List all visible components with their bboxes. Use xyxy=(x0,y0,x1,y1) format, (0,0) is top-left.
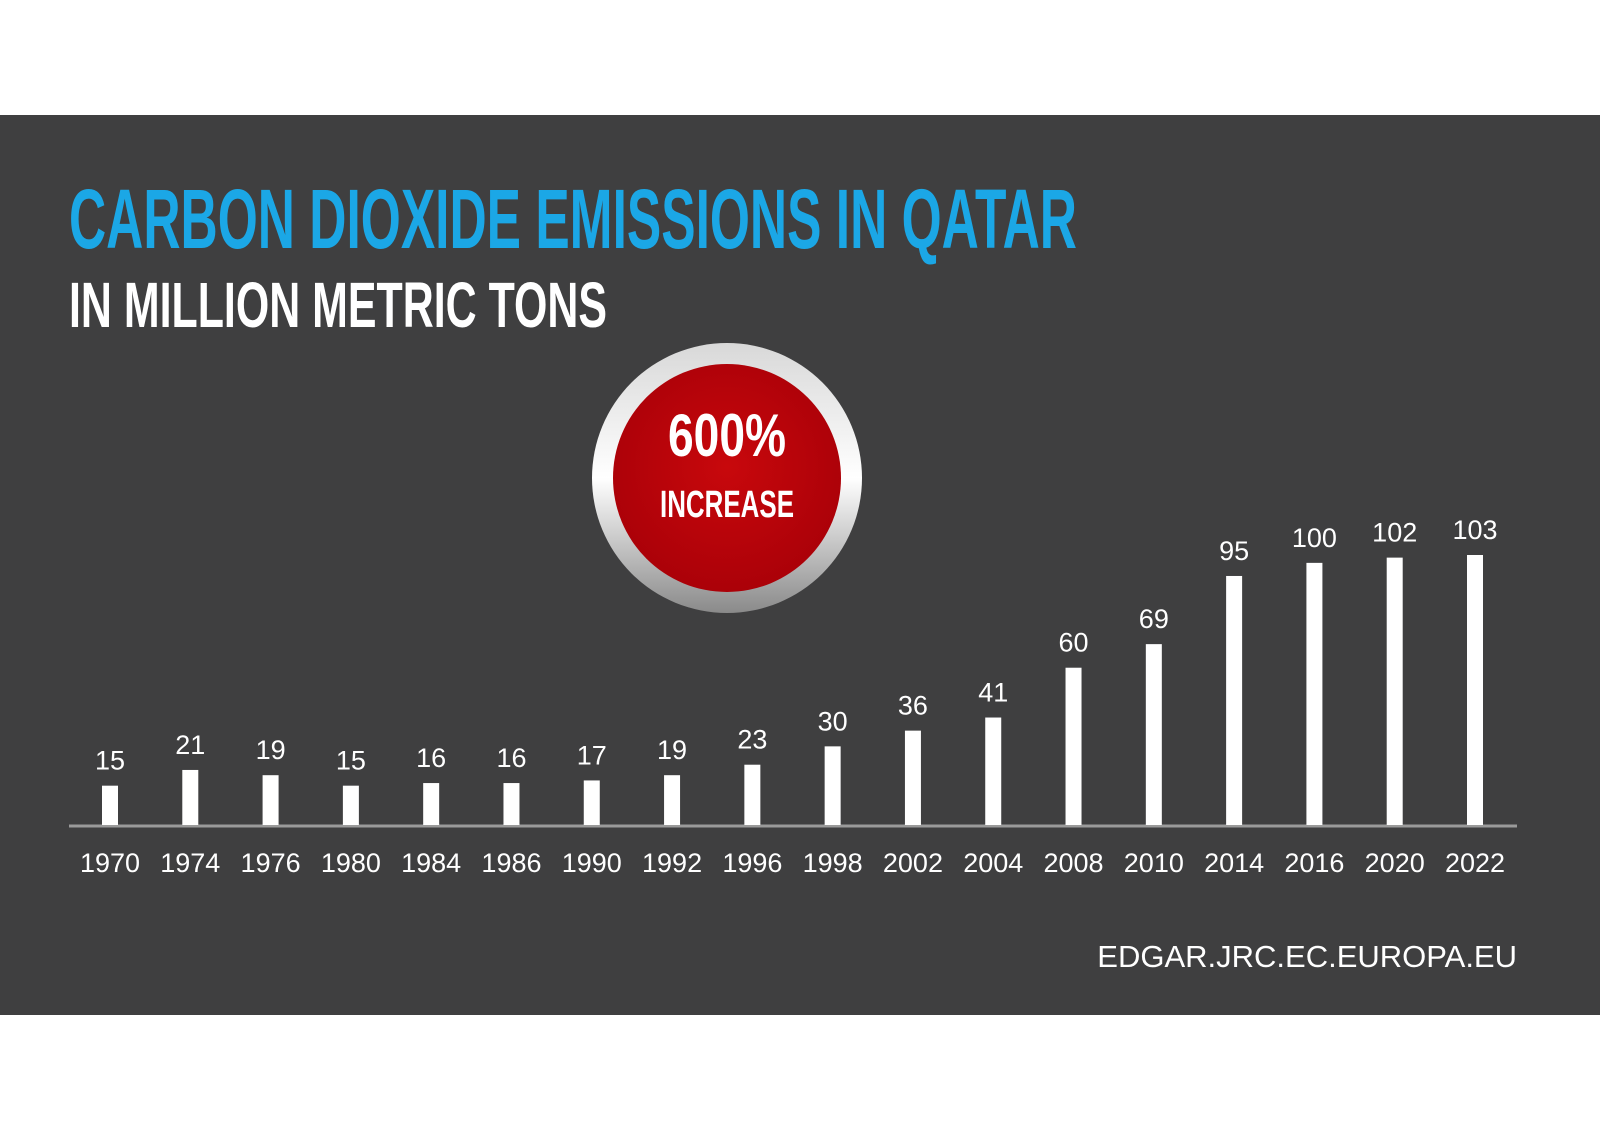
value-label: 17 xyxy=(577,740,607,770)
x-tick-label: 1980 xyxy=(321,848,381,878)
bar xyxy=(182,769,199,825)
bar xyxy=(1226,575,1243,825)
value-label: 69 xyxy=(1139,604,1169,634)
value-label: 16 xyxy=(416,743,446,773)
bar xyxy=(664,775,681,825)
value-label: 60 xyxy=(1059,628,1089,658)
value-label: 16 xyxy=(496,743,526,773)
bar xyxy=(262,775,279,825)
x-tick-label: 2010 xyxy=(1124,848,1184,878)
bar xyxy=(1386,557,1403,825)
bar xyxy=(583,780,600,825)
value-label: 103 xyxy=(1452,515,1497,545)
bar xyxy=(744,764,761,825)
x-tick-label: 2014 xyxy=(1204,848,1264,878)
bar xyxy=(1306,562,1323,825)
value-label: 100 xyxy=(1292,523,1337,553)
x-tick-label: 1986 xyxy=(481,848,541,878)
value-label: 23 xyxy=(737,725,767,755)
badge-label: INCREASE xyxy=(660,484,794,526)
bar xyxy=(102,785,118,825)
x-tick-label: 2016 xyxy=(1284,848,1344,878)
bar xyxy=(904,730,921,825)
value-label: 36 xyxy=(898,691,928,721)
bar xyxy=(423,783,440,825)
x-tick-label: 1996 xyxy=(722,848,782,878)
source: EDGAR.JRC.EC.EUROPA.EU xyxy=(1097,939,1517,974)
x-tick-label: 1974 xyxy=(160,848,220,878)
value-label: 30 xyxy=(818,706,848,736)
x-tick-label: 2022 xyxy=(1445,848,1505,878)
x-tick-label: 1998 xyxy=(803,848,863,878)
x-tick-label: 2008 xyxy=(1043,848,1103,878)
chart-title: CARBON DIOXIDE EMISSIONS IN QATAR xyxy=(69,172,1077,266)
value-label: 21 xyxy=(175,730,205,760)
x-tick-label: 1970 xyxy=(80,848,140,878)
badge-value: 600% xyxy=(668,402,786,469)
x-tick-label: 2002 xyxy=(883,848,943,878)
x-tick-label: 2004 xyxy=(963,848,1023,878)
bar xyxy=(1065,667,1082,825)
x-tick-label: 2020 xyxy=(1365,848,1425,878)
x-tick-label: 1990 xyxy=(562,848,622,878)
value-label: 95 xyxy=(1219,536,1249,566)
bar xyxy=(985,717,1002,825)
x-tick-label: 1984 xyxy=(401,848,461,878)
value-label: 19 xyxy=(256,735,286,765)
bar xyxy=(503,783,520,825)
bar xyxy=(1145,644,1162,825)
bar xyxy=(824,746,841,825)
chart-subtitle: IN MILLION METRIC TONS xyxy=(69,269,607,341)
value-label: 102 xyxy=(1372,518,1417,548)
bar xyxy=(1467,555,1483,825)
value-label: 15 xyxy=(95,746,125,776)
value-label: 19 xyxy=(657,735,687,765)
badge xyxy=(613,364,841,592)
x-tick-label: 1992 xyxy=(642,848,702,878)
value-label: 15 xyxy=(336,746,366,776)
x-tick-label: 1976 xyxy=(241,848,301,878)
value-label: 41 xyxy=(978,678,1008,708)
bar xyxy=(342,785,359,825)
